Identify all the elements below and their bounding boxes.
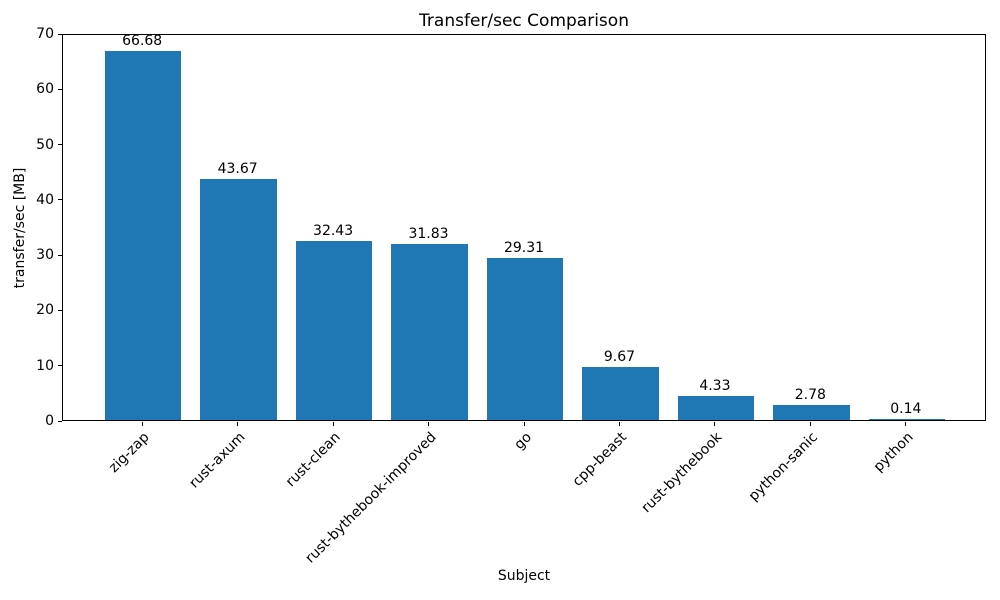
y-tick-mark xyxy=(58,88,62,90)
plot-area xyxy=(62,34,986,421)
y-tick-mark xyxy=(58,254,62,256)
x-tick-mark xyxy=(237,422,239,426)
y-tick-label: 30 xyxy=(36,247,54,264)
chart-title: Transfer/sec Comparison xyxy=(419,11,629,31)
x-axis-label: Subject xyxy=(497,568,551,584)
bar-value-label: 4.33 xyxy=(699,378,731,395)
x-tick-mark xyxy=(428,422,430,426)
y-tick-label: 40 xyxy=(36,191,54,208)
y-tick-label: 10 xyxy=(36,357,54,374)
bar-rust-bythebook-improved xyxy=(391,244,468,420)
x-tick-label-python-sanic: python-sanic xyxy=(745,429,821,505)
x-tick-mark xyxy=(714,422,716,426)
y-tick-mark xyxy=(58,420,62,422)
x-tick-mark xyxy=(809,422,811,426)
bar-value-label: 43.67 xyxy=(217,160,258,177)
y-tick-mark xyxy=(58,33,62,35)
bar-rust-clean xyxy=(295,240,373,420)
y-tick-mark xyxy=(58,365,62,367)
x-tick-label-rust-clean: rust-clean xyxy=(282,429,344,491)
bar-value-label: 29.31 xyxy=(503,239,545,256)
y-tick-label: 70 xyxy=(36,26,54,42)
bar-python-sanic xyxy=(773,404,850,420)
x-tick-label-zig-zap: zig-zap xyxy=(106,429,153,476)
bar-go xyxy=(486,257,564,420)
y-tick-label: 0 xyxy=(45,413,54,429)
x-tick-mark xyxy=(618,422,620,426)
y-tick-mark xyxy=(58,199,62,201)
y-tick-label: 50 xyxy=(36,136,54,153)
bar-value-label: 0.14 xyxy=(890,401,922,418)
y-tick-mark xyxy=(58,309,62,311)
x-tick-mark xyxy=(523,422,525,426)
bar-python xyxy=(868,419,945,420)
x-tick-label-go: go xyxy=(510,429,535,453)
bar-rust-bythebook xyxy=(677,396,755,420)
y-axis-label: transfer/sec [MB] xyxy=(12,167,28,289)
x-tick-label-python: python xyxy=(870,429,917,476)
x-tick-mark xyxy=(905,422,907,426)
bar-value-label: 9.67 xyxy=(603,348,636,365)
x-tick-mark xyxy=(332,422,334,426)
bar-value-label: 66.68 xyxy=(122,33,163,50)
x-tick-label-cpp-beast: cpp-beast xyxy=(569,429,631,490)
bar-value-label: 32.43 xyxy=(313,222,354,239)
x-tick-label-rust-axum: rust-axum xyxy=(186,429,249,492)
bar-rust-axum xyxy=(200,178,277,420)
x-tick-mark xyxy=(141,422,143,426)
x-tick-label-rust-bythebook: rust-bythebook xyxy=(638,429,726,517)
bar-zig-zap xyxy=(105,51,182,420)
y-tick-mark xyxy=(58,144,62,146)
bar-value-label: 31.83 xyxy=(408,226,449,243)
y-tick-label: 60 xyxy=(36,81,54,98)
bar-value-label: 2.78 xyxy=(794,386,826,403)
y-tick-label: 20 xyxy=(36,302,54,319)
bar-cpp-beast xyxy=(582,366,659,420)
